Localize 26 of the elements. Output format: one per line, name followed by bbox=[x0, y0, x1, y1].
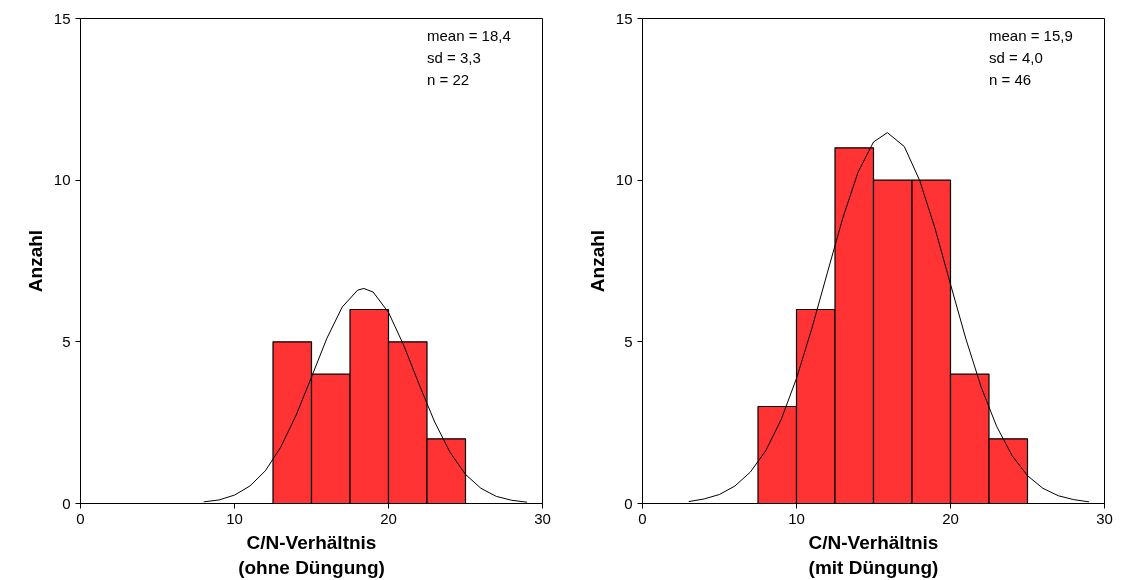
annotation: n = 22 bbox=[427, 70, 470, 88]
y-tick-label: 5 bbox=[624, 332, 633, 350]
y-tick-label: 0 bbox=[62, 494, 71, 512]
annotation: sd = 3,3 bbox=[427, 48, 481, 66]
x-tick-label: 20 bbox=[942, 509, 959, 527]
x-tick-label: 30 bbox=[1096, 509, 1113, 527]
annotation: mean = 15,9 bbox=[989, 26, 1073, 44]
x-tick-label: 0 bbox=[638, 509, 647, 527]
y-tick-label: 10 bbox=[53, 171, 71, 189]
annotation: sd = 4,0 bbox=[989, 48, 1043, 66]
x-tick-label: 10 bbox=[788, 509, 805, 527]
y-tick-label: 10 bbox=[615, 171, 633, 189]
x-tick-label: 0 bbox=[76, 509, 85, 527]
x-tick-label: 20 bbox=[380, 509, 397, 527]
annotation: mean = 18,4 bbox=[427, 26, 511, 44]
y-axis-title: Anzahl bbox=[586, 229, 608, 293]
x-axis-title: C/N-Verhältnis (mit Düngung) bbox=[808, 531, 939, 578]
x-tick-label: 30 bbox=[534, 509, 551, 527]
annotation: n = 46 bbox=[989, 70, 1032, 88]
y-tick-label: 0 bbox=[624, 494, 633, 512]
y-tick-label: 5 bbox=[62, 332, 71, 350]
x-axis-title: C/N-Verhältnis (ohne Düngung) bbox=[238, 531, 385, 578]
y-tick-label: 15 bbox=[615, 9, 633, 27]
y-axis-title: Anzahl bbox=[24, 229, 46, 293]
y-tick-label: 15 bbox=[53, 9, 71, 27]
x-tick-label: 10 bbox=[226, 509, 243, 527]
